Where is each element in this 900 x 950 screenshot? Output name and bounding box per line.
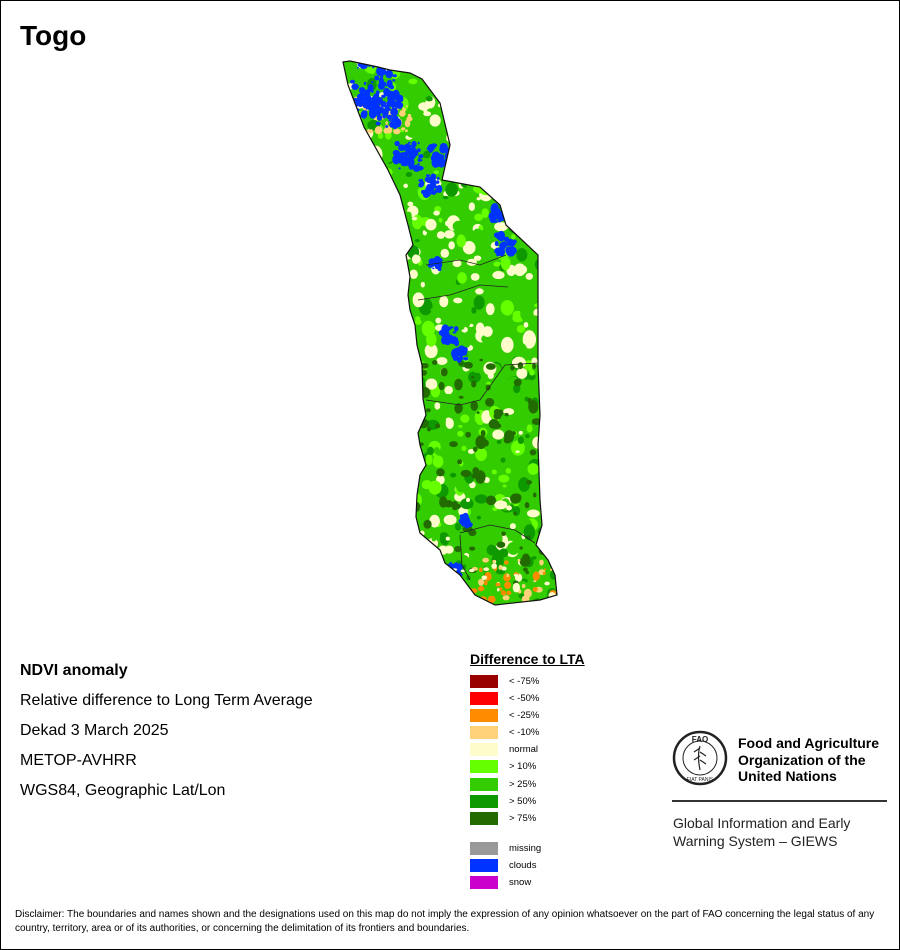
region-boundary-kara bbox=[417, 284, 509, 301]
legend-special: missing clouds snow bbox=[470, 840, 585, 891]
legend-swatch bbox=[470, 841, 498, 855]
legend-label: < -10% bbox=[509, 727, 540, 739]
togo-ndvi-map bbox=[342, 60, 558, 606]
legend-label: < -25% bbox=[509, 710, 540, 722]
legend-swatch bbox=[470, 743, 498, 757]
legend-title: Difference to LTA bbox=[470, 651, 585, 667]
fao-logo-motto: FIAT PANIS bbox=[687, 777, 714, 783]
legend-item: > 50% bbox=[470, 793, 585, 810]
region-boundary-savanes bbox=[425, 254, 507, 266]
legend-swatch bbox=[470, 709, 498, 723]
region-boundary-maritime bbox=[459, 534, 471, 581]
legend-label: > 50% bbox=[509, 795, 537, 807]
period-label: Dekad 3 March 2025 bbox=[20, 722, 169, 739]
fao-logo-letters: FAO bbox=[692, 735, 708, 744]
legend-item: < -10% bbox=[470, 724, 585, 741]
legend-swatch bbox=[470, 858, 498, 872]
legend-label: < -75% bbox=[509, 676, 540, 687]
legend-classes: < -75% < -50% < -25% < -10% normal > 10% > 25%… bbox=[470, 673, 585, 827]
legend-item: missing bbox=[470, 840, 585, 857]
legend-item: normal bbox=[470, 741, 585, 758]
logo-divider bbox=[672, 800, 887, 802]
legend-item: > 25% bbox=[470, 776, 585, 793]
legend-label: > 25% bbox=[509, 778, 537, 790]
legend-label: missing bbox=[509, 842, 542, 854]
product-description: Relative difference to Long Term Average bbox=[20, 692, 313, 709]
legend-item: clouds bbox=[470, 857, 585, 874]
legend-label: normal bbox=[509, 744, 539, 756]
legend-item: > 10% bbox=[470, 758, 585, 775]
legend-item: < -75% bbox=[470, 673, 585, 690]
projection-label: WGS84, Geographic Lat/Lon bbox=[20, 782, 226, 799]
legend-swatch bbox=[470, 675, 498, 688]
giews-label: Global Information and Early Warning Sys… bbox=[673, 815, 851, 849]
legend-item: snow bbox=[470, 874, 585, 891]
legend-label: snow bbox=[509, 877, 532, 889]
legend-item: < -25% bbox=[470, 707, 585, 724]
product-name: NDVI anomaly bbox=[20, 662, 128, 679]
disclaimer: Disclaimer: The boundaries and names sho… bbox=[15, 909, 875, 934]
fao-logo: FAO FIAT PANIS bbox=[672, 730, 728, 786]
legend-swatch bbox=[470, 760, 498, 774]
legend-label: < -50% bbox=[509, 693, 540, 705]
legend-swatch bbox=[470, 692, 498, 706]
legend: Difference to LTA < -75% < -50% < -25% < -1… bbox=[470, 651, 585, 891]
legend-label: > 10% bbox=[509, 761, 537, 773]
map-info: NDVI anomaly Relative difference to Long… bbox=[20, 656, 313, 806]
legend-swatch bbox=[470, 777, 498, 791]
sensor-label: METOP-AVHRR bbox=[20, 752, 137, 769]
region-boundary-plateaux bbox=[459, 524, 536, 544]
legend-swatch bbox=[470, 876, 498, 890]
legend-item: < -50% bbox=[470, 690, 585, 707]
legend-swatch bbox=[470, 811, 498, 825]
legend-label: clouds bbox=[509, 859, 537, 871]
legend-label: > 75% bbox=[509, 812, 537, 824]
ndvi-raster bbox=[343, 61, 557, 605]
map-title: Togo bbox=[20, 20, 87, 51]
organization-name: Food and Agriculture Organization of the… bbox=[738, 735, 880, 784]
legend-swatch bbox=[470, 794, 498, 808]
legend-swatch bbox=[470, 726, 498, 740]
region-boundary-centrale bbox=[425, 362, 538, 406]
legend-item: > 75% bbox=[470, 810, 585, 827]
